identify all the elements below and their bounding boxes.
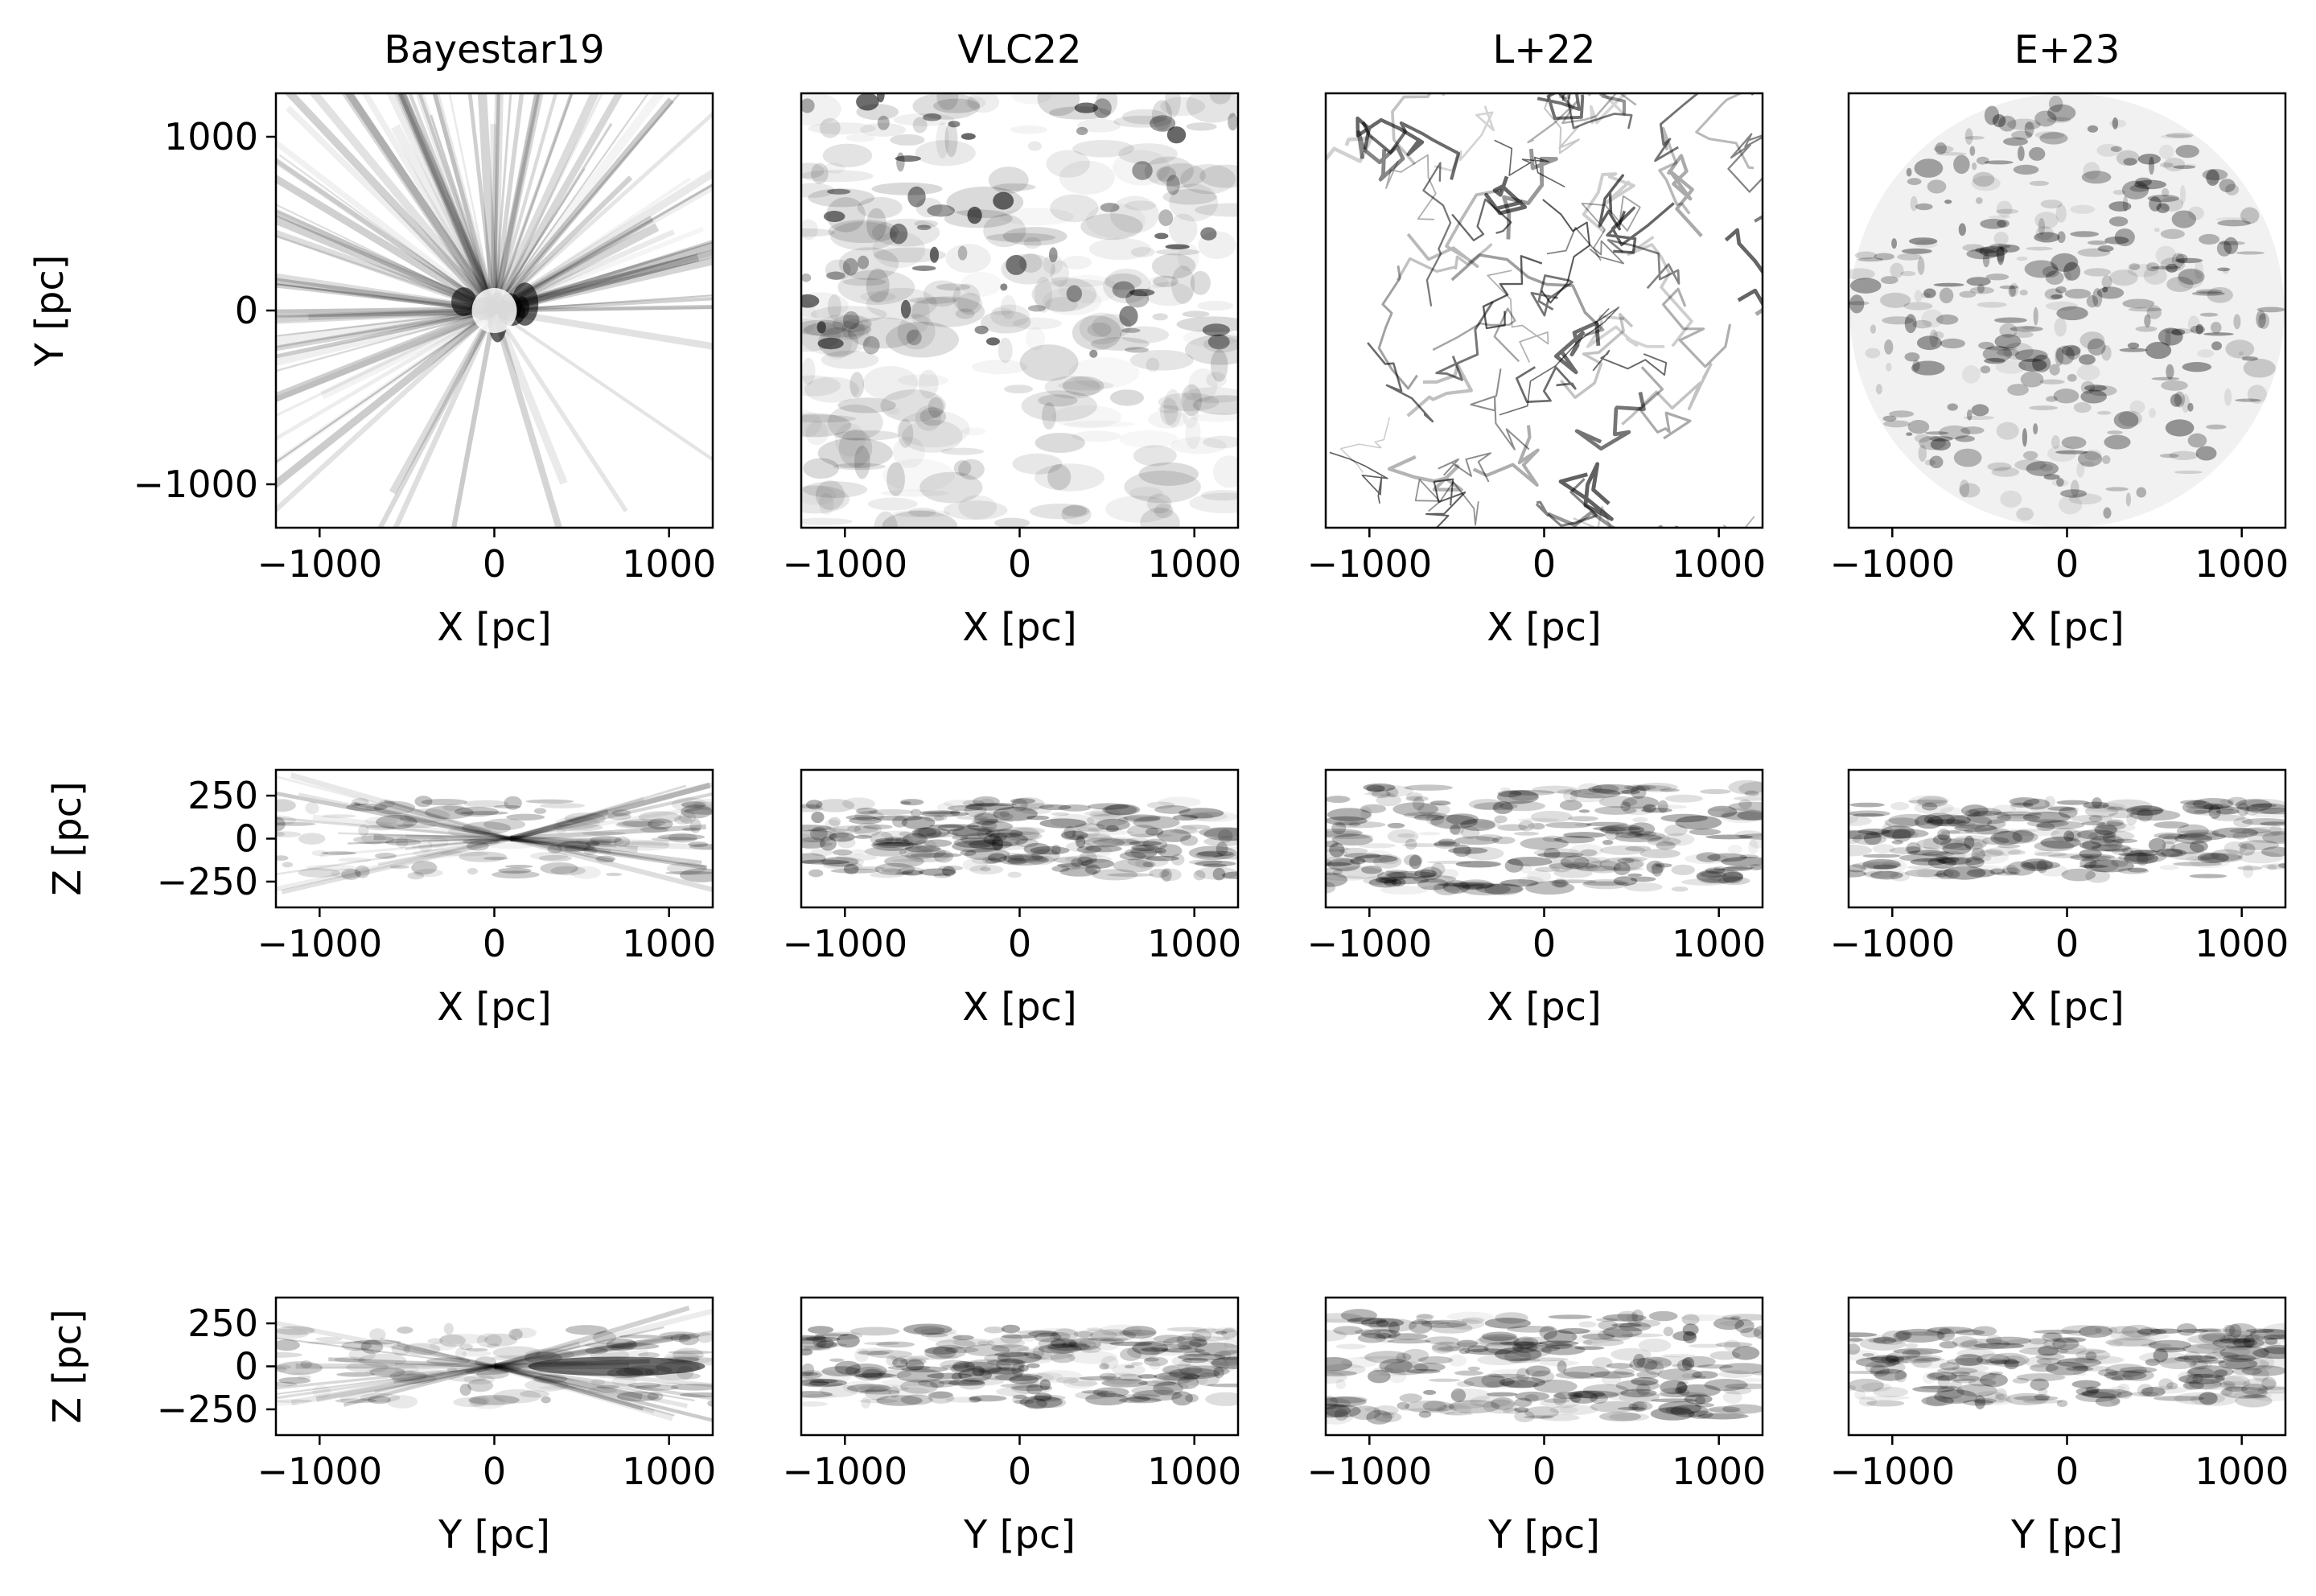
x-tick-label: −1000 bbox=[1829, 1450, 1955, 1493]
x-tick-label: −1000 bbox=[1306, 1450, 1432, 1493]
panel-title: VLC22 bbox=[957, 27, 1081, 72]
panel-edge-on-xz-2: −1000 0 1000 X [pc] bbox=[1306, 768, 1766, 1030]
y-tick-label: 250 bbox=[187, 1302, 258, 1345]
x-axis-label: X [pc] bbox=[2010, 605, 2124, 650]
x-tick-label: 0 bbox=[483, 922, 506, 965]
plot-area bbox=[1326, 93, 1763, 528]
x-tick-label: 1000 bbox=[1672, 542, 1766, 586]
x-tick-label: −1000 bbox=[257, 922, 382, 965]
plot-area bbox=[801, 770, 1238, 907]
plot-area bbox=[1326, 770, 1763, 907]
x-tick-label: 1000 bbox=[2195, 542, 2289, 586]
x-tick-label: −1000 bbox=[1829, 922, 1955, 965]
x-axis-label: Y [pc] bbox=[2010, 1512, 2123, 1557]
x-tick-label: 1000 bbox=[1147, 1450, 1241, 1493]
x-tick-label: 0 bbox=[2055, 542, 2079, 586]
y-tick-label: 0 bbox=[235, 817, 258, 861]
x-axis-label: X [pc] bbox=[962, 605, 1076, 650]
plot-area bbox=[801, 1298, 1238, 1435]
x-tick-label: 1000 bbox=[1672, 1450, 1766, 1493]
panel-face-on-0: −1000 0 1000 X [pc] −1000 0 1000 Y [pc] bbox=[27, 92, 716, 650]
x-axis-label: Y [pc] bbox=[1487, 1512, 1600, 1557]
x-tick-label: −1000 bbox=[782, 542, 907, 586]
y-tick-label: 1000 bbox=[164, 115, 258, 158]
x-tick-label: −1000 bbox=[782, 922, 907, 965]
x-tick-label: 1000 bbox=[1672, 922, 1766, 965]
panel-edge-on-yz-3: −1000 0 1000 Y [pc] bbox=[1829, 1296, 2289, 1557]
y-tick-label: 250 bbox=[187, 774, 258, 817]
x-axis-label: Y [pc] bbox=[963, 1512, 1076, 1557]
x-tick-label: −1000 bbox=[1306, 922, 1432, 965]
x-tick-label: 1000 bbox=[622, 922, 716, 965]
x-axis-label: X [pc] bbox=[1487, 605, 1601, 650]
x-tick-label: 1000 bbox=[2195, 1450, 2289, 1493]
x-tick-label: 0 bbox=[1532, 922, 1556, 965]
x-tick-label: 0 bbox=[1532, 542, 1556, 586]
x-axis-label: Y [pc] bbox=[438, 1512, 550, 1557]
plot-area bbox=[276, 770, 713, 907]
y-tick-label: 0 bbox=[235, 289, 258, 332]
panel-edge-on-xz-1: −1000 0 1000 X [pc] bbox=[782, 768, 1241, 1030]
x-tick-label: 0 bbox=[1008, 1450, 1031, 1493]
y-axis-label: Z [pc] bbox=[45, 781, 90, 895]
y-tick-label: −1000 bbox=[133, 463, 258, 506]
y-axis-label: Z [pc] bbox=[45, 1309, 90, 1423]
panel-face-on-2: −1000 0 1000 X [pc] bbox=[1306, 92, 1766, 650]
x-tick-label: −1000 bbox=[1829, 542, 1955, 586]
column-titles: Bayestar19 VLC22 L+22 E+23 bbox=[384, 27, 2120, 72]
x-tick-label: −1000 bbox=[257, 542, 382, 586]
x-tick-label: 1000 bbox=[1147, 542, 1241, 586]
panel-edge-on-yz-1: −1000 0 1000 Y [pc] bbox=[782, 1296, 1241, 1557]
x-tick-label: 0 bbox=[2055, 1450, 2079, 1493]
x-tick-label: 0 bbox=[1008, 542, 1031, 586]
plot-area bbox=[801, 93, 1238, 528]
x-axis-label: X [pc] bbox=[437, 605, 551, 650]
x-axis-label: X [pc] bbox=[1487, 985, 1601, 1030]
x-axis-label: X [pc] bbox=[2010, 985, 2124, 1030]
x-tick-label: 0 bbox=[2055, 922, 2079, 965]
x-tick-label: 0 bbox=[483, 542, 506, 586]
y-tick-label: 0 bbox=[235, 1345, 258, 1388]
x-tick-label: 1000 bbox=[2195, 922, 2289, 965]
panel-edge-on-xz-3: −1000 0 1000 X [pc] bbox=[1829, 768, 2289, 1030]
panel-title: E+23 bbox=[2014, 27, 2121, 72]
panel-face-on-3: −1000 0 1000 X [pc] bbox=[1829, 92, 2289, 650]
panel-title: L+22 bbox=[1492, 27, 1595, 72]
x-tick-label: −1000 bbox=[1306, 542, 1432, 586]
x-tick-label: 1000 bbox=[622, 1450, 716, 1493]
y-tick-label: −250 bbox=[157, 860, 258, 903]
x-tick-label: 1000 bbox=[622, 542, 716, 586]
plot-area bbox=[1849, 1298, 2285, 1435]
panel-edge-on-yz-2: −1000 0 1000 Y [pc] bbox=[1306, 1296, 1766, 1557]
panels: −1000 0 1000 X [pc] −1000 0 1000 Y [pc] −1000 0 10… bbox=[27, 92, 2289, 1557]
x-tick-label: −1000 bbox=[257, 1450, 382, 1493]
x-axis-label: X [pc] bbox=[962, 985, 1076, 1030]
y-axis-label: Y [pc] bbox=[27, 255, 72, 368]
x-tick-label: 0 bbox=[483, 1450, 506, 1493]
x-tick-label: 1000 bbox=[1147, 922, 1241, 965]
panel-title: Bayestar19 bbox=[384, 27, 604, 72]
x-tick-label: 0 bbox=[1008, 922, 1031, 965]
y-tick-label: −250 bbox=[157, 1388, 258, 1431]
plot-area bbox=[1326, 1298, 1763, 1435]
x-tick-label: −1000 bbox=[782, 1450, 907, 1493]
plot-area bbox=[1849, 770, 2285, 907]
x-axis-label: X [pc] bbox=[437, 985, 551, 1030]
panel-face-on-1: −1000 0 1000 X [pc] bbox=[782, 92, 1241, 650]
x-tick-label: 0 bbox=[1532, 1450, 1556, 1493]
